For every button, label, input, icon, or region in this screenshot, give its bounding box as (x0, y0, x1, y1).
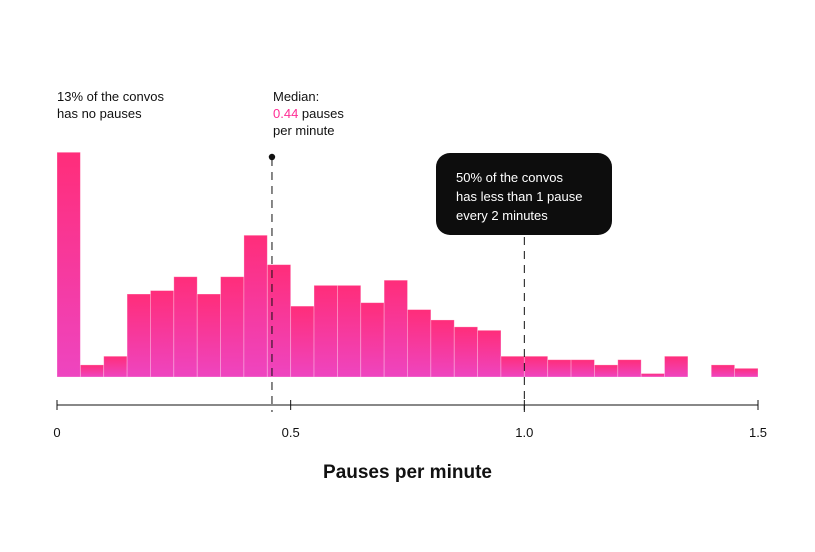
reference-lines (268, 153, 525, 412)
histogram-bar (640, 373, 665, 378)
median-unit: per minute (273, 123, 335, 138)
callout-line-2: has less than 1 pause (456, 189, 583, 204)
histogram-bar (664, 355, 689, 378)
histogram-bar (56, 151, 81, 378)
median-value: 0.44 (273, 106, 299, 121)
x-tick-label: 0.5 (281, 425, 300, 440)
histogram-bar (453, 326, 479, 378)
no-pauses-annotation: 13% of the convos has no pauses (57, 88, 164, 122)
histogram-bar (173, 276, 198, 378)
histogram-bar (79, 364, 105, 378)
histogram-bar (290, 305, 315, 378)
bars-group (56, 151, 759, 378)
x-axis-title: Pauses per minute (323, 462, 492, 483)
x-axis (56, 400, 759, 410)
histogram-bar (710, 364, 736, 378)
histogram-bar (383, 279, 408, 378)
callout-line-1: 50% of the convos (456, 170, 563, 185)
histogram-bar (220, 276, 245, 378)
median-value-line: 0.44 pauses (273, 105, 344, 122)
histogram-bar (547, 359, 572, 378)
histogram-bar (570, 359, 595, 378)
histogram-bar (430, 319, 455, 378)
histogram-bar (407, 309, 432, 378)
x-tick-label: 1.0 (515, 425, 534, 440)
histogram-bar (103, 355, 128, 378)
histogram-bar (336, 284, 362, 378)
histogram-bar (313, 284, 338, 378)
histogram-bar (523, 355, 549, 378)
histogram-bar (500, 355, 525, 378)
histogram-bar (266, 264, 292, 378)
histogram-bar (126, 293, 151, 378)
histogram-bar (150, 290, 175, 378)
median-annotation: Median: 0.44 pauses per minute (273, 88, 344, 139)
x-tick-label: 1.5 (748, 425, 768, 440)
no-pauses-line-2: has no pauses (57, 106, 142, 121)
histogram-bar (360, 302, 385, 378)
histogram-bar (617, 359, 642, 378)
histogram-bar (477, 329, 502, 378)
histogram-bar (594, 364, 619, 378)
median-title: Median: (273, 89, 320, 104)
histogram-bar (196, 293, 221, 378)
half-callout-box: 50% of the convos has less than 1 pause … (436, 153, 612, 235)
histogram-bar (734, 367, 759, 378)
no-pauses-line-1: 13% of the convos (57, 89, 164, 104)
x-tick-label: 0 (53, 425, 61, 440)
median-value-suffix: pauses (298, 106, 344, 121)
callout-line-3: every 2 minutes (456, 208, 548, 223)
median-marker-dot (268, 153, 276, 161)
histogram-bar (243, 234, 268, 378)
